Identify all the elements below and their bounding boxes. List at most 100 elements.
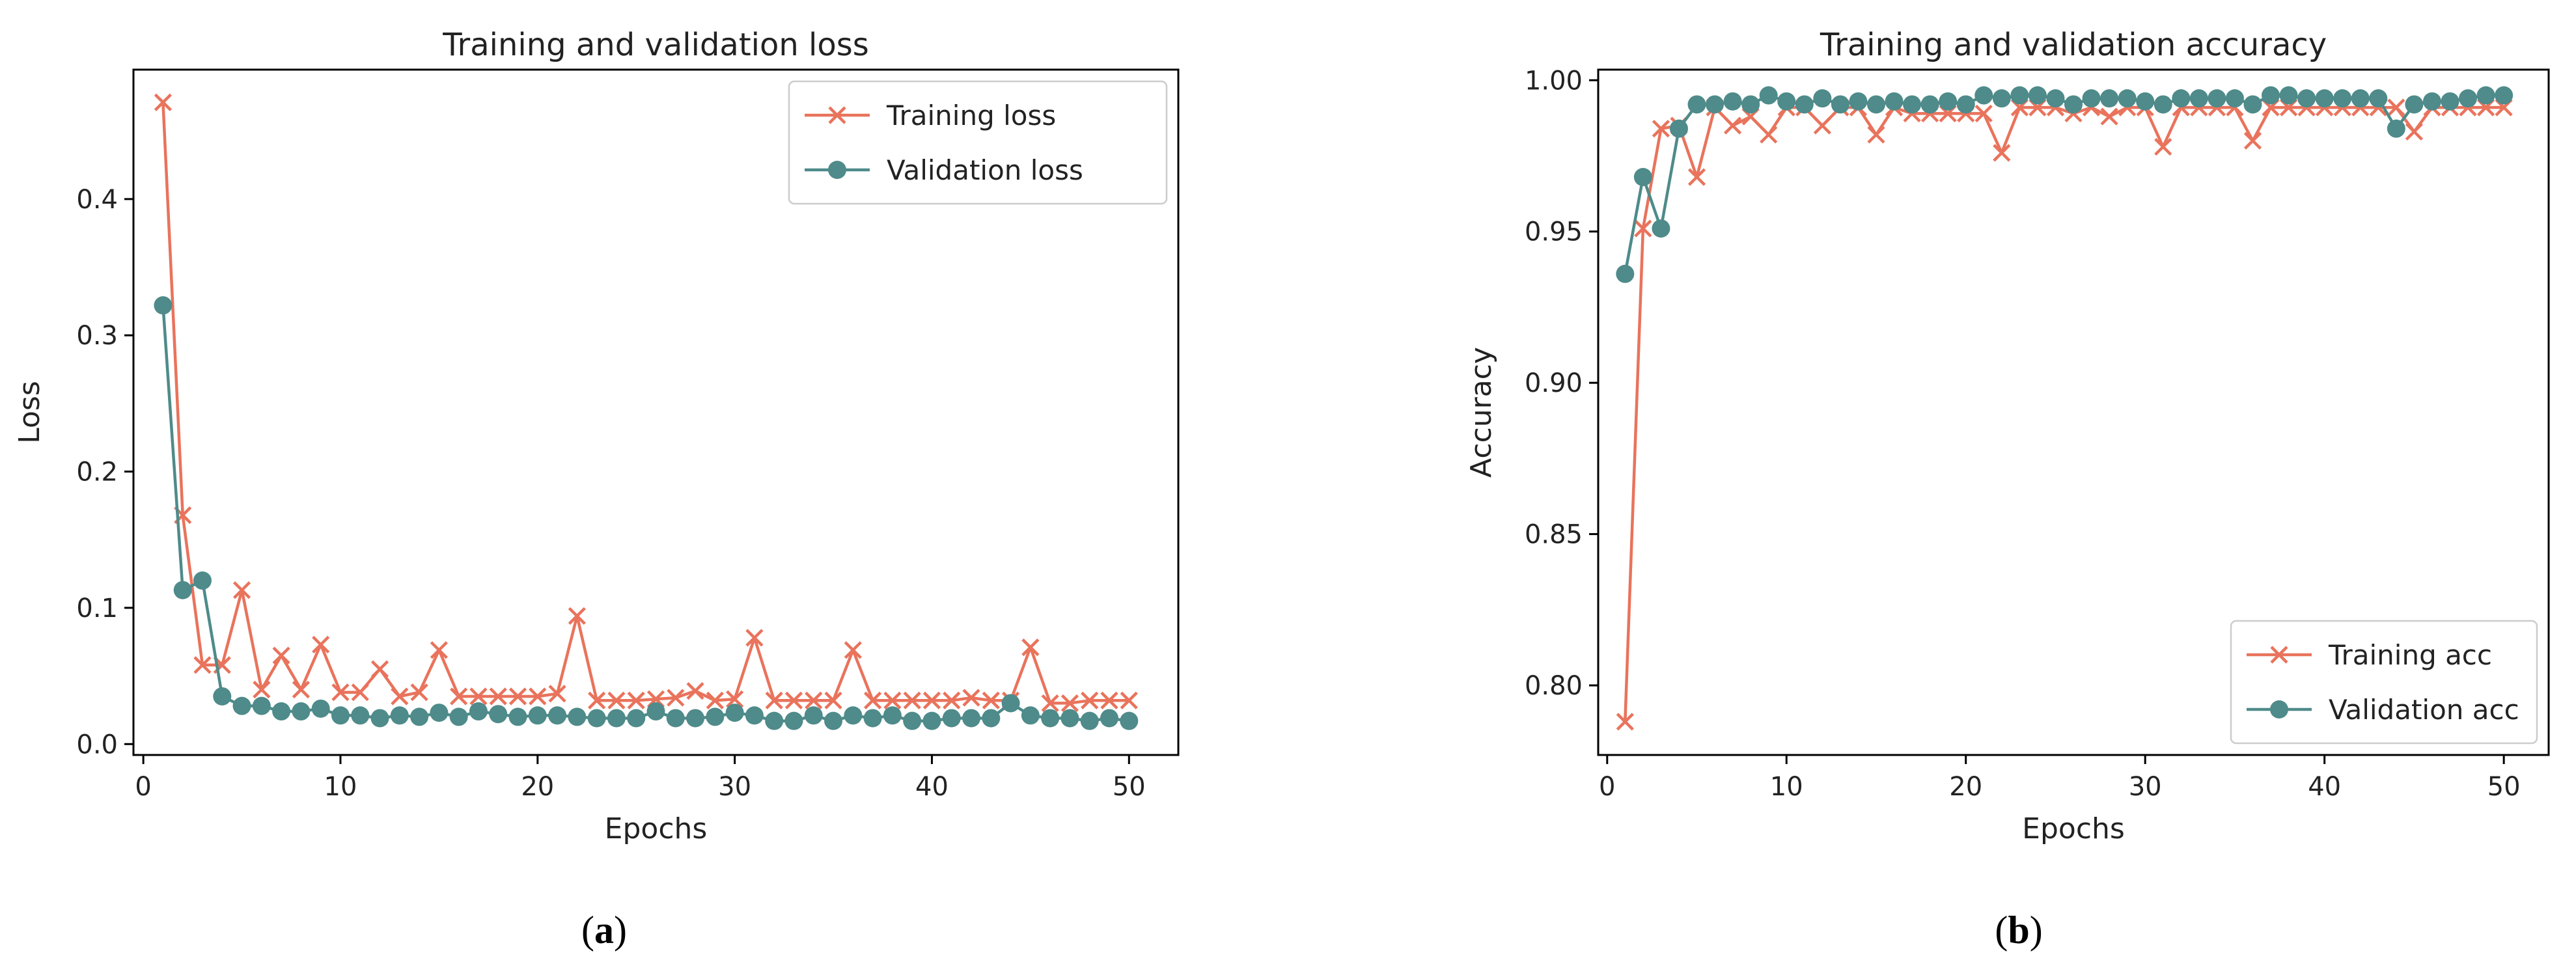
data-point — [2387, 98, 2405, 116]
data-point — [646, 702, 665, 721]
data-point — [193, 571, 212, 590]
data-point — [529, 687, 547, 706]
data-point — [726, 690, 744, 708]
legend-label: Validation loss — [887, 154, 1083, 186]
data-point — [943, 691, 961, 709]
x-tick-label: 10 — [324, 772, 357, 802]
legend-frame — [2230, 620, 2538, 745]
data-point — [1974, 104, 1993, 123]
data-point — [2118, 89, 2137, 108]
data-point — [962, 689, 980, 707]
data-point — [391, 687, 409, 706]
data-point — [2243, 131, 2262, 150]
data-point — [1741, 95, 1760, 114]
data-point — [528, 706, 547, 725]
data-point — [252, 696, 271, 715]
data-point — [982, 709, 1001, 728]
data-point — [1974, 86, 1993, 105]
data-point — [784, 691, 803, 709]
series-line — [161, 305, 1129, 722]
data-point — [1120, 711, 1139, 730]
y-axis-label: Accuracy — [1465, 347, 1498, 478]
data-point — [1939, 92, 1958, 111]
data-point — [430, 641, 448, 659]
data-point — [2064, 95, 2083, 114]
data-point — [588, 691, 606, 709]
data-point — [2100, 107, 2118, 126]
data-point — [2441, 92, 2459, 111]
legend-item: Training loss — [805, 100, 1056, 131]
data-point — [154, 93, 173, 111]
data-point — [1616, 264, 1635, 283]
x-tick-label: 10 — [1770, 772, 1803, 802]
data-point — [2208, 89, 2226, 108]
data-point — [2405, 122, 2423, 141]
data-point — [1633, 168, 1652, 187]
data-point — [351, 706, 370, 725]
data-point — [2082, 89, 2101, 108]
chart-loss: Training and validation loss 0 10 20 30 40 50 0… — [13, 27, 1180, 845]
data-point — [745, 629, 764, 647]
x-tick-label: 30 — [2129, 772, 2162, 802]
data-point — [1001, 694, 1020, 713]
data-point — [312, 635, 330, 654]
data-point — [449, 707, 468, 726]
data-point — [686, 709, 705, 728]
data-point — [2315, 89, 2334, 108]
data-point — [824, 711, 843, 730]
data-point — [805, 691, 823, 709]
legend-frame — [788, 80, 1168, 205]
data-point — [1652, 219, 1670, 238]
data-point — [1760, 126, 1778, 144]
legend-label: Validation acc — [2329, 694, 2519, 726]
data-point — [844, 706, 863, 725]
data-point — [154, 296, 173, 315]
y-tick-label: 0.80 — [1525, 671, 1583, 701]
panel-label-b: (b) — [1995, 909, 2043, 952]
data-point — [706, 707, 725, 726]
data-point — [450, 687, 468, 706]
panel-label-a: (a) — [581, 909, 627, 952]
data-point — [469, 687, 488, 706]
data-point — [863, 709, 882, 728]
data-point — [173, 581, 192, 599]
data-point — [607, 709, 626, 728]
data-point — [1795, 95, 1814, 114]
data-point — [2046, 89, 2065, 108]
data-point — [2154, 137, 2172, 156]
data-point — [2387, 119, 2405, 138]
data-point — [1687, 95, 1706, 114]
x-tick-label: 20 — [1949, 772, 1982, 802]
data-point — [1652, 120, 1670, 138]
series-validation-loss — [154, 296, 1139, 730]
data-point — [370, 660, 389, 678]
data-point — [844, 641, 862, 659]
chart-title: Training and validation loss — [442, 27, 869, 63]
data-point — [232, 696, 251, 715]
data-point — [253, 680, 271, 699]
data-point — [2459, 89, 2478, 108]
data-point — [311, 699, 330, 718]
data-point — [667, 689, 685, 707]
data-point — [627, 709, 646, 728]
data-point — [331, 706, 350, 725]
data-point — [686, 682, 704, 700]
y-tick-label: 0.90 — [1525, 368, 1583, 398]
y-tick-label: 0.0 — [76, 730, 118, 760]
data-point — [1813, 89, 1832, 108]
data-point — [2279, 86, 2298, 105]
data-point — [922, 711, 941, 730]
data-point — [1885, 92, 1904, 111]
data-point — [193, 656, 212, 674]
legend: Training acc Validation acc — [2230, 620, 2538, 745]
y-tick-label: 0.1 — [76, 594, 118, 624]
data-point — [784, 711, 803, 730]
data-point — [351, 683, 369, 702]
data-point — [1849, 92, 1868, 111]
data-point — [745, 706, 764, 725]
data-point — [1903, 95, 1922, 114]
data-point — [1867, 126, 1885, 144]
data-point — [903, 711, 922, 730]
series-line — [161, 102, 1129, 705]
